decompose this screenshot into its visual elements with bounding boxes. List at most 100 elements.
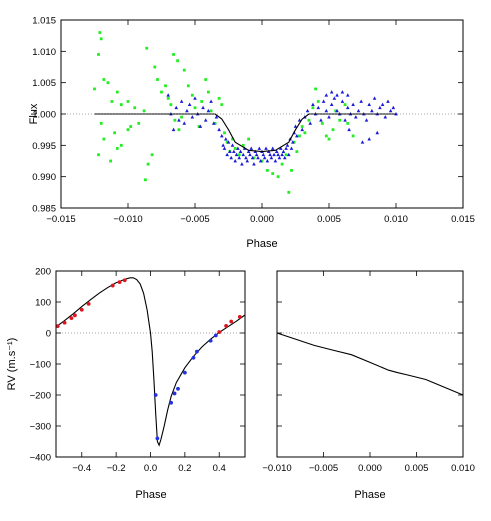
data-point (237, 155, 242, 160)
data-point (351, 102, 355, 106)
data-point (270, 146, 275, 150)
data-point (177, 128, 181, 132)
data-point (311, 106, 315, 110)
data-point (209, 109, 213, 113)
data-point (166, 96, 170, 100)
data-point (359, 99, 363, 103)
data-point (211, 121, 216, 125)
data-point (180, 115, 183, 119)
data-point (287, 152, 291, 157)
x-tick-label: 0.4 (213, 463, 226, 474)
data-point (271, 172, 275, 175)
data-point (316, 105, 321, 110)
data-point (281, 149, 286, 153)
data-point (142, 109, 146, 113)
x-tick-label: 0.000 (250, 214, 274, 225)
data-point (237, 153, 241, 157)
data-point (340, 90, 345, 94)
data-point (356, 108, 361, 113)
data-point (291, 140, 295, 144)
model-curve (55, 277, 246, 447)
data-point (321, 99, 326, 103)
data-point (367, 102, 371, 106)
rv-markers (55, 278, 242, 441)
data-point (155, 436, 160, 441)
data-point (367, 137, 371, 141)
y-tick-label: 1.010 (32, 47, 56, 58)
data-point (247, 137, 250, 141)
rv-panel: −0.4 −0.2 0.0 0.2 0.4 −400 −300 −200 −100 0 100 200… (6, 267, 246, 501)
data-point (308, 121, 313, 125)
data-point (327, 115, 331, 119)
data-point (264, 146, 268, 150)
data-point (126, 100, 130, 103)
data-point (146, 162, 150, 166)
data-point (276, 152, 280, 157)
data-point (364, 118, 369, 122)
data-point (119, 143, 123, 147)
data-point (303, 131, 307, 135)
data-point (249, 146, 254, 150)
data-point (295, 150, 299, 153)
data-point (217, 330, 222, 334)
y-tick-label: 1.000 (32, 110, 56, 121)
data-point (324, 93, 329, 97)
data-point (278, 146, 283, 150)
data-point (237, 314, 242, 319)
x-tick-label: −0.015 (46, 214, 75, 225)
rv-zoom-x-axis-label: Phase (354, 489, 385, 501)
data-point (234, 152, 239, 157)
data-point (232, 149, 236, 153)
x-tick-label: 0.000 (358, 463, 382, 474)
data-point (293, 124, 298, 128)
data-point (305, 108, 310, 113)
data-point (388, 108, 393, 113)
data-point (272, 152, 276, 157)
y-tick-label: 0.985 (32, 204, 56, 215)
x-tick-label: 0.010 (384, 214, 408, 225)
data-point (160, 90, 163, 94)
data-point (222, 146, 227, 150)
data-point (261, 152, 266, 157)
data-point (226, 140, 231, 144)
data-point (284, 153, 288, 157)
flux-markers (93, 31, 398, 194)
data-point (213, 333, 218, 338)
data-point (198, 124, 203, 128)
data-point (73, 313, 77, 318)
data-point (351, 134, 355, 138)
data-point (185, 108, 189, 113)
x-tick-label: 0.015 (451, 214, 475, 225)
data-point (268, 152, 272, 157)
data-point (257, 146, 262, 150)
data-point (99, 37, 103, 41)
data-point (277, 155, 282, 160)
flux-plot-frame (60, 19, 464, 209)
data-point (208, 338, 213, 343)
data-point (177, 118, 181, 122)
data-point (329, 102, 334, 106)
data-point (324, 108, 329, 113)
data-point (331, 128, 335, 132)
data-point (241, 152, 246, 157)
data-point (221, 143, 225, 147)
rv-zoom-panel: −0.010 −0.005 0.000 0.005 0.010 Phase (262, 270, 475, 501)
data-point (246, 149, 251, 153)
data-point (334, 109, 338, 113)
data-point (110, 283, 115, 288)
data-point (225, 152, 229, 157)
data-point (229, 319, 234, 324)
data-point (345, 105, 350, 110)
data-point (273, 159, 278, 163)
data-point (343, 103, 347, 106)
data-point (117, 280, 122, 285)
rv-plot-frame (55, 270, 246, 458)
data-point (133, 106, 137, 110)
data-point (176, 59, 179, 63)
x-tick-label: −0.010 (113, 214, 142, 225)
data-point (327, 137, 331, 141)
data-point (200, 100, 204, 103)
data-point (179, 99, 184, 103)
data-point (314, 87, 317, 91)
